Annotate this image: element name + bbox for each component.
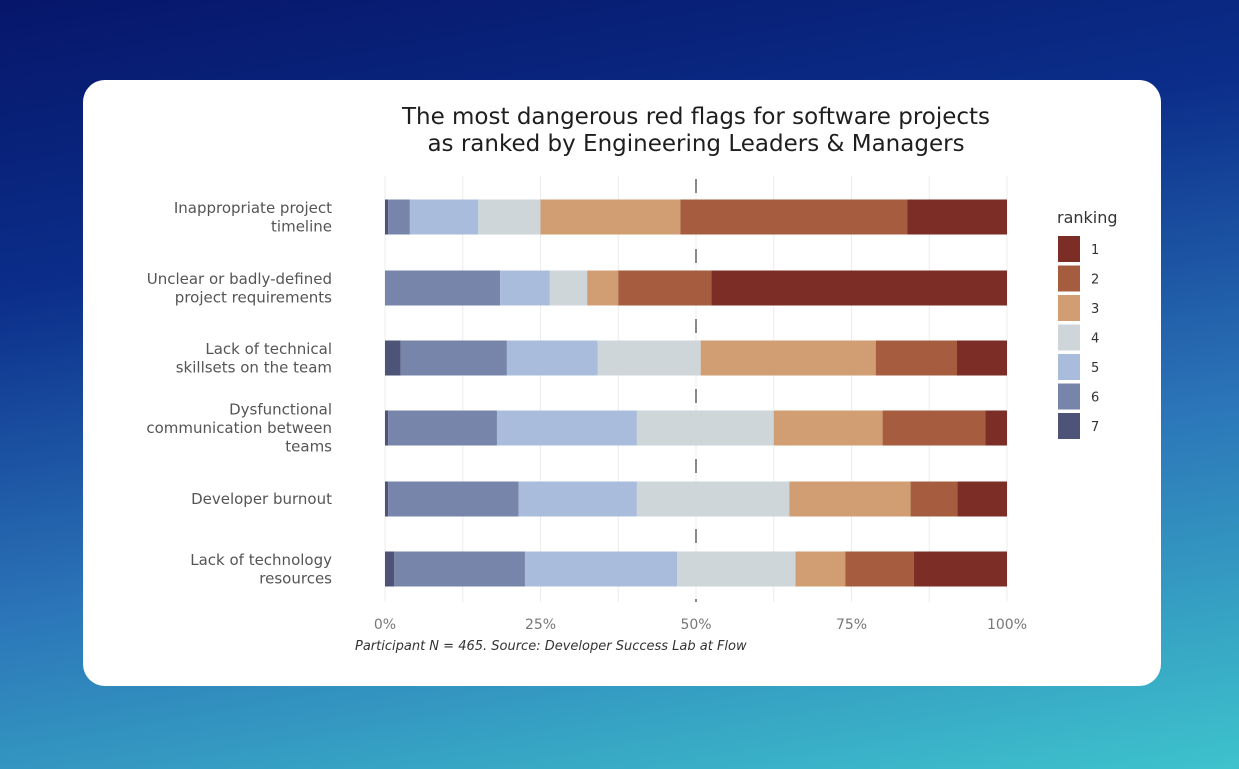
category-label: Inappropriate project timeline <box>174 199 332 236</box>
category-label: Lack of technical skillsets on the team <box>176 340 332 377</box>
subtitle-line: as ranked by Engineering Leaders & Manag… <box>427 131 965 157</box>
x-tick-label: 50% <box>680 617 711 633</box>
bar-segment-rank-1 <box>711 270 1007 306</box>
bar-segment-rank-7 <box>385 551 395 587</box>
legend-swatch-rank-5 <box>1058 354 1080 380</box>
bar-segment-rank-4 <box>478 199 541 235</box>
bar-segment-rank-6 <box>388 410 497 446</box>
chart-caption: Participant N = 465. Source: Developer S… <box>355 639 747 654</box>
bar-segment-rank-2 <box>618 270 712 306</box>
bar-segment-rank-3 <box>540 199 681 235</box>
title-line: The most dangerous red flags for softwar… <box>401 104 991 130</box>
category-label-line: communication between <box>146 419 332 437</box>
bar-segment-rank-3 <box>700 340 876 376</box>
bar-segment-rank-2 <box>845 551 914 587</box>
bar-segment-rank-7 <box>385 340 401 376</box>
x-tick-label: 0% <box>374 617 396 633</box>
bar-segment-rank-4 <box>549 270 588 306</box>
category-label-line: Unclear or badly-defined <box>147 270 332 288</box>
category-label-line: Lack of technology <box>190 551 332 569</box>
bar-segment-rank-1 <box>985 410 1007 446</box>
bar-segment-rank-6 <box>385 270 501 306</box>
bar-segment-rank-6 <box>388 481 519 517</box>
legend-title: ranking <box>1057 208 1118 227</box>
bar-segment-rank-3 <box>789 481 911 517</box>
bar-segment-rank-4 <box>636 481 790 517</box>
bar-segment-rank-3 <box>587 270 619 306</box>
category-label-line: Inappropriate project <box>174 199 332 217</box>
bar-segment-rank-4 <box>677 551 796 587</box>
category-label-line: project requirements <box>175 288 332 306</box>
bar-segment-rank-2 <box>875 340 957 376</box>
bar-segment-rank-4 <box>636 410 774 446</box>
legend-label: 5 <box>1091 361 1099 376</box>
legend-swatch-rank-1 <box>1058 236 1080 262</box>
bar-segment-rank-1 <box>957 481 1007 517</box>
bar-segment-rank-1 <box>956 340 1007 376</box>
category-label-line: skillsets on the team <box>176 358 332 376</box>
bar-segment-rank-7 <box>385 410 389 446</box>
category-label: Dysfunctional communication between teams <box>146 401 332 456</box>
bar-segment-rank-3 <box>773 410 883 446</box>
x-tick-label: 25% <box>525 617 556 633</box>
bar-segment-rank-2 <box>910 481 958 517</box>
legend-label: 1 <box>1091 243 1099 258</box>
category-label: Lack of technology resources <box>190 551 332 588</box>
bar-segment-rank-5 <box>518 481 637 517</box>
bar-segment-rank-4 <box>597 340 701 376</box>
bar-segment-rank-2 <box>680 199 908 235</box>
bar-segment-rank-1 <box>907 199 1007 235</box>
legend-label: 2 <box>1091 273 1099 288</box>
bar-segment-rank-5 <box>409 199 479 235</box>
bar-segment-rank-6 <box>388 199 410 235</box>
category-label-line: Dysfunctional <box>229 401 332 419</box>
bar-segment-rank-5 <box>500 270 550 306</box>
bar-segment-rank-5 <box>496 410 637 446</box>
category-label-line: Developer burnout <box>191 490 332 508</box>
bar-segment-rank-2 <box>882 410 986 446</box>
legend-swatch-rank-4 <box>1058 324 1080 351</box>
bar-segment-rank-6 <box>400 340 507 376</box>
bar-segment-rank-6 <box>394 551 525 587</box>
legend-swatch-rank-7 <box>1058 413 1080 439</box>
bar-segment-rank-1 <box>913 551 1007 587</box>
legend-label: 6 <box>1091 391 1099 406</box>
category-label-line: teams <box>285 438 332 456</box>
legend-label: 3 <box>1091 302 1099 317</box>
category-label-line: Lack of technical <box>205 340 332 358</box>
legend-swatch-rank-2 <box>1058 265 1080 292</box>
category-label: Unclear or badly-defined project requirem… <box>147 270 332 307</box>
bar-segment-rank-7 <box>385 481 389 517</box>
bar-segment-rank-5 <box>524 551 678 587</box>
bar-segment-rank-7 <box>385 199 389 235</box>
category-label-line: timeline <box>271 217 332 235</box>
category-label-line: resources <box>259 569 332 587</box>
x-tick-label: 75% <box>836 617 867 633</box>
legend-swatch-rank-6 <box>1058 383 1080 410</box>
category-label: Developer burnout <box>191 490 332 508</box>
bar-segment-rank-5 <box>506 340 598 376</box>
bar-segment-rank-3 <box>795 551 846 587</box>
legend-label: 7 <box>1091 420 1099 435</box>
legend-swatch-rank-3 <box>1058 295 1080 321</box>
legend-label: 4 <box>1091 332 1099 347</box>
chart-title: The most dangerous red flags for softwar… <box>0 104 1239 158</box>
x-tick-label: 100% <box>987 617 1027 633</box>
